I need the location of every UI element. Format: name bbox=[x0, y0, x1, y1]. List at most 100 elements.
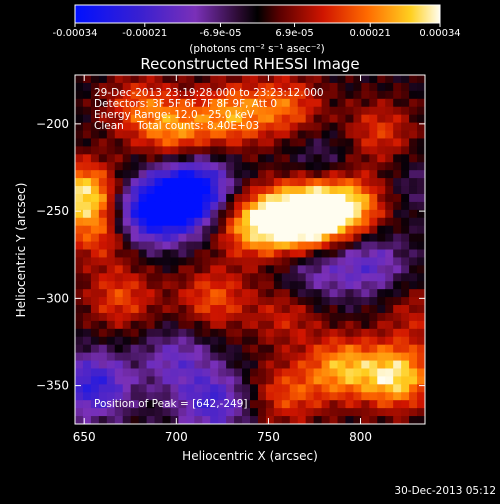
heatmap-cell bbox=[337, 90, 346, 100]
heatmap-cell bbox=[353, 201, 362, 211]
heatmap-cell bbox=[257, 320, 267, 330]
heatmap-cell bbox=[98, 305, 108, 314]
heatmap-cell bbox=[289, 384, 299, 393]
heatmap-cell bbox=[186, 368, 195, 377]
heatmap-cell bbox=[297, 162, 307, 171]
heatmap-cell bbox=[170, 106, 179, 116]
heatmap-cell bbox=[146, 320, 156, 330]
heatmap-cell bbox=[234, 82, 243, 92]
heatmap-cell bbox=[138, 408, 148, 417]
heatmap-cell bbox=[234, 360, 243, 369]
heatmap-cell bbox=[154, 146, 163, 155]
heatmap-cell bbox=[321, 352, 331, 362]
heatmap-cell bbox=[218, 320, 227, 330]
heatmap-cell bbox=[186, 233, 195, 243]
heatmap-cell bbox=[385, 75, 394, 84]
heatmap-cell bbox=[218, 416, 227, 424]
heatmap-cell bbox=[242, 209, 251, 219]
heatmap-cell bbox=[321, 289, 331, 298]
heatmap-cell bbox=[162, 217, 171, 227]
heatmap-cell bbox=[377, 241, 386, 250]
heatmap-cell bbox=[178, 201, 187, 211]
heatmap-cell bbox=[409, 400, 418, 409]
heatmap-cell bbox=[234, 90, 243, 100]
heatmap-cell bbox=[289, 257, 299, 266]
heatmap-cell bbox=[409, 305, 418, 314]
heatmap-cell bbox=[401, 281, 410, 290]
heatmap-cell bbox=[393, 297, 402, 306]
heatmap-cell bbox=[377, 146, 386, 155]
heatmap-cell bbox=[154, 154, 163, 163]
heatmap-cell bbox=[106, 257, 116, 266]
x-axis-label: Heliocentric X (arcsec) bbox=[182, 449, 318, 463]
heatmap-cell bbox=[297, 106, 307, 116]
heatmap-cell bbox=[194, 336, 203, 346]
heatmap-cell bbox=[146, 328, 156, 338]
heatmap-cell bbox=[210, 98, 219, 108]
heatmap-cell bbox=[242, 368, 251, 377]
heatmap-cell bbox=[345, 281, 354, 290]
heatmap-cell bbox=[337, 352, 346, 362]
heatmap-cell bbox=[210, 320, 219, 330]
heatmap-cell bbox=[234, 257, 243, 266]
heatmap-cell bbox=[385, 360, 394, 369]
heatmap-cell bbox=[289, 170, 299, 179]
heatmap-cell bbox=[297, 249, 307, 258]
heatmap-cell bbox=[234, 98, 243, 108]
heatmap-cell bbox=[226, 201, 235, 211]
heatmap-cell bbox=[417, 281, 425, 290]
heatmap-cell bbox=[146, 392, 156, 401]
heatmap-cell bbox=[321, 368, 331, 377]
heatmap-cell bbox=[273, 170, 283, 179]
heatmap-cell bbox=[178, 241, 187, 250]
heatmap-cell bbox=[194, 352, 203, 362]
heatmap-cell bbox=[361, 297, 370, 306]
heatmap-cell bbox=[369, 233, 378, 243]
heatmap-cell bbox=[106, 82, 116, 92]
heatmap-cell bbox=[106, 360, 116, 369]
heatmap-cell bbox=[178, 320, 187, 330]
heatmap-cell bbox=[170, 201, 179, 211]
heatmap-cell bbox=[329, 320, 338, 330]
heatmap-cell bbox=[130, 289, 140, 298]
heatmap-cell bbox=[353, 312, 362, 322]
heatmap-cell bbox=[170, 98, 179, 108]
heatmap-cell bbox=[385, 98, 394, 108]
heatmap-cell bbox=[353, 106, 362, 116]
heatmap-cell bbox=[273, 130, 283, 139]
heatmap-cell bbox=[90, 360, 100, 369]
heatmap-cell bbox=[154, 98, 163, 108]
heatmap-cell bbox=[401, 312, 410, 322]
heatmap-cell bbox=[242, 233, 251, 243]
heatmap-cell bbox=[281, 360, 291, 369]
heatmap-cell bbox=[130, 193, 140, 203]
heatmap-cell bbox=[82, 82, 92, 92]
heatmap-cell bbox=[218, 225, 227, 235]
heatmap-cell bbox=[98, 90, 108, 100]
heatmap-cell bbox=[130, 273, 140, 282]
heatmap-cell bbox=[273, 75, 283, 84]
heatmap-cell bbox=[369, 297, 378, 306]
heatmap-cell bbox=[361, 186, 370, 195]
heatmap-cell bbox=[202, 233, 211, 243]
heatmap-cell bbox=[114, 257, 124, 266]
heatmap-cell bbox=[361, 138, 370, 147]
heatmap-cell bbox=[297, 320, 307, 330]
heatmap-cell bbox=[265, 305, 275, 314]
heatmap-cell bbox=[393, 122, 402, 132]
heatmap-cell bbox=[82, 384, 92, 393]
heatmap-cell bbox=[218, 257, 227, 266]
heatmap-cell bbox=[210, 384, 219, 393]
heatmap-cell bbox=[401, 209, 410, 219]
heatmap-cell bbox=[337, 98, 346, 108]
heatmap-cell bbox=[122, 225, 132, 235]
heatmap-cell bbox=[75, 281, 84, 290]
heatmap-cell bbox=[369, 114, 378, 124]
heatmap-cell bbox=[305, 201, 315, 211]
heatmap-cell bbox=[369, 384, 378, 393]
heatmap-cell bbox=[250, 75, 259, 84]
heatmap-cell bbox=[242, 154, 251, 163]
heatmap-cell bbox=[401, 233, 410, 243]
heatmap-cell bbox=[162, 106, 171, 116]
heatmap-cell bbox=[250, 408, 259, 417]
